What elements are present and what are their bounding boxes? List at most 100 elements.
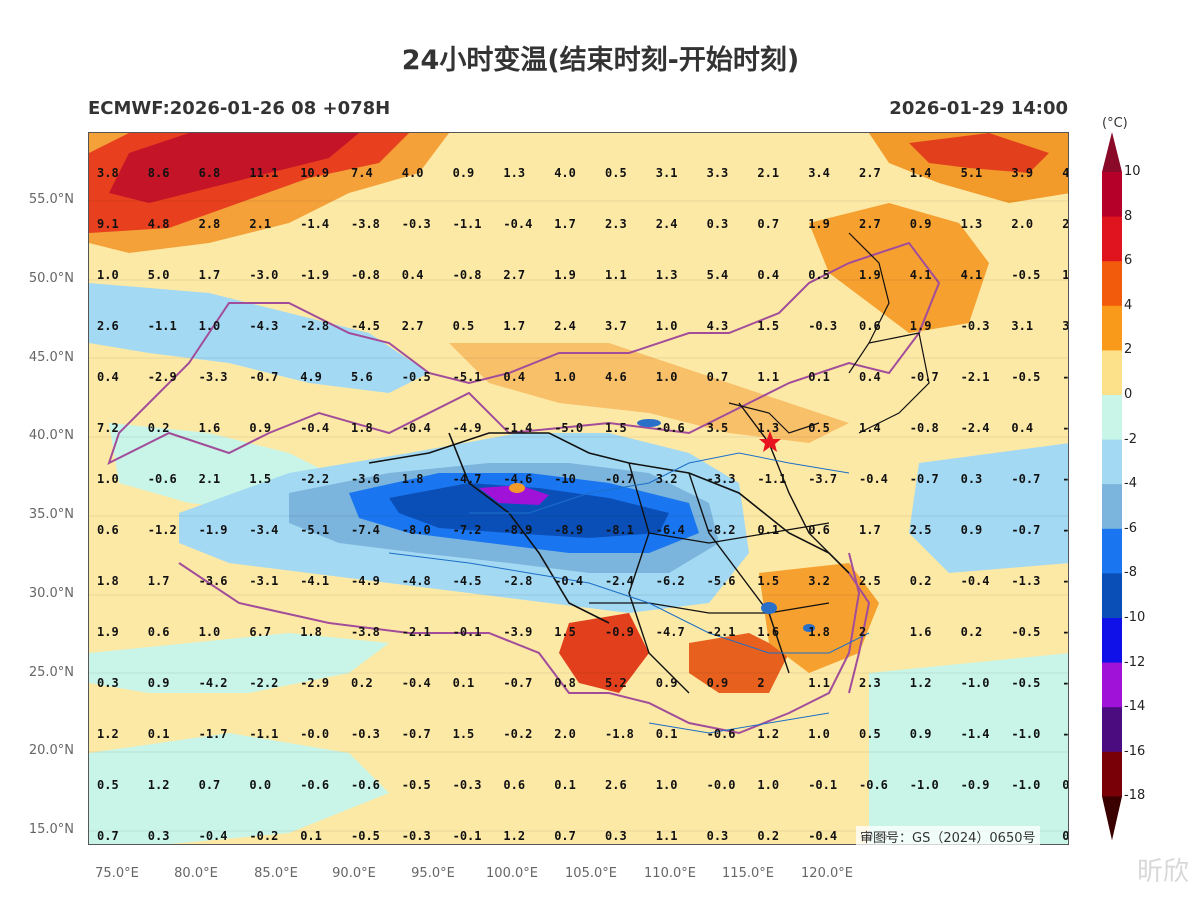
colorbar-label: 6 (1124, 253, 1133, 269)
station-value: 0.7 (707, 370, 729, 384)
station-value: 4.0 (402, 166, 424, 180)
station-value: 1.8 (351, 421, 373, 435)
station-value: -0.7 (503, 676, 532, 690)
station-value: -4.9 (351, 574, 380, 588)
valid-time-label: 2026-01-29 14:00 (889, 98, 1068, 119)
colorbar-label: 4 (1124, 297, 1133, 313)
station-value: 0.6 (808, 523, 830, 537)
colorbar-label: -16 (1124, 743, 1146, 759)
station-value: -0.5 (402, 370, 431, 384)
station-value: 0.1 (1062, 778, 1069, 792)
station-value: 2 (859, 625, 866, 639)
colorbar-label: -18 (1124, 788, 1146, 804)
colorbar-segment (1102, 439, 1122, 485)
station-value: 0.3 (605, 829, 627, 843)
colorbar-label: -12 (1124, 654, 1146, 670)
station-value: -1.9 (300, 268, 329, 282)
colorbar-label: -2 (1124, 431, 1137, 447)
station-value: -1.0 (1011, 727, 1040, 741)
map-canvas: 3.8 8.6 6.8 11.1 10.9 7.4 4.0 0.9 1.3 4.0 0.5 3.1 3.… (89, 133, 1069, 844)
station-value: -0.3 (402, 217, 431, 231)
station-value: 0.1 (453, 676, 475, 690)
station-value: -0.5 (402, 778, 431, 792)
station-value: -1.4 (300, 217, 329, 231)
station-value: 2.3 (605, 217, 627, 231)
lon-label-80: 80.0°E (174, 866, 218, 881)
station-value: 0.2 (148, 421, 170, 435)
station-value: 0.9 (910, 217, 932, 231)
station-value: -0.2 (503, 727, 532, 741)
station-value: 7.4 (351, 166, 373, 180)
station-value: -0.5 (1011, 370, 1040, 384)
station-value: 4.9 (300, 370, 322, 384)
station-value: -0.6 (300, 778, 329, 792)
station-value: 0.4 (1011, 421, 1033, 435)
station-value: -2.8 (503, 574, 532, 588)
station-value: -8.2 (707, 523, 736, 537)
station-value: -0.4 (859, 472, 888, 486)
station-value: 1.4 (910, 166, 932, 180)
station-value: -0.7 (605, 472, 634, 486)
station-value: 5.0 (148, 268, 170, 282)
station-value: 1.9 (554, 268, 576, 282)
station-value: 1.7 (503, 319, 525, 333)
station-value: 0.0 (249, 778, 271, 792)
station-value: 5.2 (605, 676, 627, 690)
station-value: -0.1 (453, 829, 482, 843)
station-value: 3.4 (808, 166, 830, 180)
station-value: 3.3 (707, 166, 729, 180)
station-value: -0.0 (707, 778, 736, 792)
station-value: -6.2 (656, 574, 685, 588)
station-value: 1.9 (859, 268, 881, 282)
station-value: 2.7 (859, 166, 881, 180)
station-value: 2.5 (859, 574, 881, 588)
station-value: 1.9 (808, 217, 830, 231)
station-value: -1.4 (503, 421, 532, 435)
station-value: 0.1 (808, 370, 830, 384)
station-value: -2.9 (300, 676, 329, 690)
temperature-change-map: 3.8 8.6 6.8 11.1 10.9 7.4 4.0 0.9 1.3 4.0 0.5 3.1 3.… (88, 132, 1069, 845)
station-value: 1.0 (199, 319, 221, 333)
station-value: 0.2 (351, 676, 373, 690)
station-value: 4.3 (707, 319, 729, 333)
lat-label-45: 45.0°N (28, 350, 74, 365)
colorbar-segment (1102, 618, 1122, 664)
station-value: -0.6 (656, 421, 685, 435)
station-value: -0.3 (961, 319, 990, 333)
station-value: 0.7 (199, 778, 221, 792)
temperature-field (89, 133, 1068, 844)
station-value: -2.9 (148, 370, 177, 384)
station-value: 1.0 (757, 778, 779, 792)
station-value: -3.3 (707, 472, 736, 486)
station-value: 3.8 (97, 166, 119, 180)
station-value: -0.9 (961, 778, 990, 792)
station-value: -2.1 (1062, 727, 1069, 741)
colorbar-segment (1102, 751, 1122, 797)
station-value: -0.4 (300, 421, 329, 435)
station-value: 0.4 (503, 370, 525, 384)
station-value: 1.6 (910, 625, 932, 639)
station-value: -0.9 (605, 625, 634, 639)
station-value: 1.0 (97, 472, 119, 486)
station-value: 4.8 (148, 217, 170, 231)
station-value: -5.6 (707, 574, 736, 588)
river-lines (388, 452, 870, 734)
lat-label-40: 40.0°N (28, 428, 74, 443)
station-value: 1.0 (199, 625, 221, 639)
station-value: -4.7 (453, 472, 482, 486)
station-value: 0.6 (148, 625, 170, 639)
station-value: 4.3 (1062, 166, 1069, 180)
colorbar-label: -6 (1124, 520, 1137, 536)
station-value: -0.3 (453, 778, 482, 792)
station-value: 2.3 (1062, 217, 1069, 231)
boundary-lines (107, 232, 941, 735)
graticule (89, 200, 1068, 832)
station-value: -4.5 (453, 574, 482, 588)
station-value: 1.2 (757, 727, 779, 741)
station-value: 1.2 (148, 778, 170, 792)
station-value: -0.4 (402, 676, 431, 690)
station-value: 2.7 (402, 319, 424, 333)
station-value: -0.6 (707, 727, 736, 741)
station-value: 0.9 (961, 523, 983, 537)
lon-label-120: 120.0°E (801, 866, 853, 881)
